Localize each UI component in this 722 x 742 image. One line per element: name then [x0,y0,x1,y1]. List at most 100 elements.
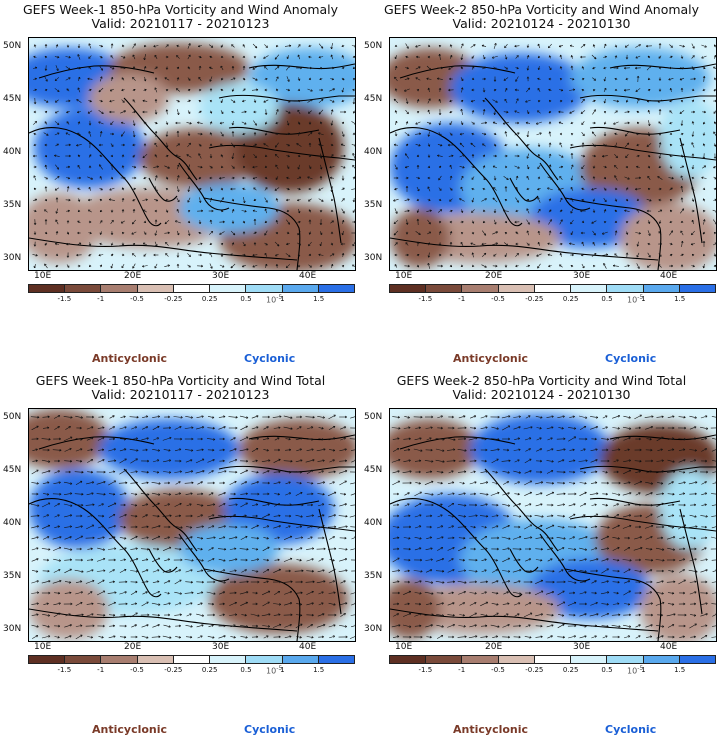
wind-arrow-head [91,524,95,527]
wind-arrow-head [593,144,596,147]
wind-arrow-head [460,210,464,213]
wind-arrow [275,142,279,148]
wind-arrow-head [299,448,302,451]
wind-arrow-head [344,448,347,451]
wind-arrow-head [45,79,48,82]
wind-arrow [526,176,530,180]
wind-arrow-head [330,231,334,234]
wind-arrow-head [323,547,326,551]
wind-arrow [548,43,552,49]
wind-arrow-head [301,503,304,507]
wind-arrow-head [300,491,303,495]
wind-arrow [66,177,70,179]
wind-arrow-head [486,514,489,518]
wind-arrow-head [223,525,226,528]
wind-arrow [209,165,213,169]
wind-arrow-head [307,176,310,179]
wind-arrow-head [112,580,115,584]
wind-arrow [614,110,618,114]
wind-arrow [263,426,269,430]
wind-arrow-head [397,557,400,560]
vorticity-region [390,208,450,268]
wind-arrow-head [548,153,552,156]
wind-arrow-head [131,253,135,256]
wind-arrow-head [81,470,84,474]
wind-arrow-head [112,514,116,517]
wind-arrow-head [311,547,315,550]
wind-arrow-head [614,165,617,168]
wind-arrow-head [517,459,520,462]
wind-arrow [460,186,464,192]
wind-arrow [65,132,71,136]
longitude-tick-label: 40E [660,271,678,281]
wind-arrow-head [714,99,716,103]
wind-arrow-head [288,525,291,528]
wind-arrow-head [438,243,442,246]
wind-arrow [424,591,434,595]
wind-arrow-head [496,591,499,595]
wind-arrow-head [605,470,608,474]
wind-arrow [602,471,608,473]
wind-arrow-head [483,77,486,81]
coastline [318,137,342,244]
wind-arrow [33,89,37,91]
wind-arrow [449,55,453,59]
wind-arrow-head [70,436,73,439]
wind-arrow-head [67,176,71,180]
wind-arrow [645,559,653,561]
wind-arrow-head [507,425,511,428]
wind-arrow-head [278,525,281,528]
wind-arrow-head [702,232,706,235]
wind-arrow-head [209,132,213,135]
wind-arrow [350,603,355,606]
wind-arrow-head [344,503,347,506]
wind-arrow [143,242,147,246]
wind-arrow [589,493,599,495]
longitude-tick-label: 20E [485,271,503,281]
wind-arrow-head [65,132,68,135]
wind-arrow-head [102,437,105,440]
wind-arrow-head [561,155,564,158]
wind-arrow-head [583,448,586,451]
wind-arrow-head [90,177,93,180]
wind-arrow [218,536,226,540]
wind-arrow-head [101,525,105,528]
wind-arrow-head [157,557,161,560]
wind-arrow-head [174,220,178,223]
wind-arrow [297,164,301,170]
wind-arrow [613,514,619,518]
wind-arrow-head [580,209,583,213]
wind-arrow-head [526,187,529,191]
wind-arrow [251,471,259,473]
wind-arrow [273,525,281,529]
wind-arrow-head [77,132,80,136]
wind-arrow [119,591,127,595]
colorbar-tick-label: 1 [280,295,285,303]
wind-arrow [317,525,325,529]
wind-arrow-head [408,514,411,518]
wind-arrow-head [257,580,260,584]
wind-arrow-head [551,536,554,540]
wind-arrow-head [157,590,160,594]
wind-arrow-head [331,143,334,147]
wind-arrow [164,77,170,81]
wind-arrow [601,558,609,562]
wind-arrow-head [614,132,617,136]
wind-arrow [557,515,565,517]
wind-arrow [185,459,193,463]
wind-arrow [624,547,630,551]
wind-arrow-head [669,209,673,213]
wind-arrow-head [322,524,325,528]
wind-arrow-head [438,123,442,126]
wind-arrow-head [100,187,103,191]
wind-arrow-head [99,176,103,179]
wind-arrow-head [460,66,464,69]
wind-arrow-head [628,469,632,472]
wind-arrow [493,43,497,49]
wind-arrow-head [253,132,257,135]
wind-arrow-head [235,558,238,561]
wind-arrow-head [573,558,576,562]
wind-arrow [341,131,345,137]
colorbar-segment [29,285,66,292]
wind-arrow-head [257,614,260,617]
